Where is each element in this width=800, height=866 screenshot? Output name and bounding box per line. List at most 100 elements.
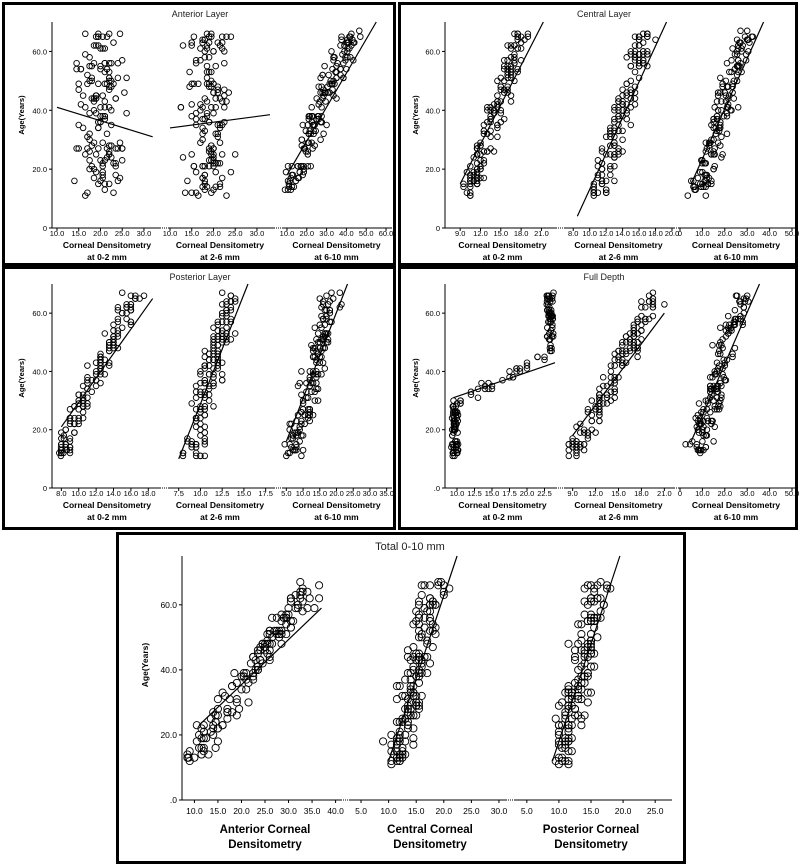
data-point (88, 95, 96, 102)
data-point (709, 374, 716, 381)
data-point (285, 180, 293, 188)
data-point (197, 45, 204, 52)
data-point (201, 379, 209, 387)
data-point (218, 721, 227, 730)
data-point (123, 304, 130, 311)
data-point (114, 74, 122, 82)
data-point (467, 388, 475, 396)
data-point (231, 151, 239, 158)
data-point (550, 289, 557, 296)
data-point (88, 62, 96, 70)
data-point (420, 581, 429, 590)
data-point (731, 306, 739, 314)
data-point (313, 379, 320, 387)
data-point (423, 669, 432, 678)
y-tick-label: 20.0 (425, 426, 440, 435)
data-point (112, 95, 119, 102)
data-point (204, 750, 213, 759)
data-point (212, 183, 219, 191)
data-point (395, 730, 404, 739)
data-point (642, 315, 649, 323)
x-tick-label: 21.0 (534, 229, 549, 238)
data-point (703, 145, 711, 152)
data-point (457, 400, 464, 407)
data-point (218, 309, 226, 317)
data-point (214, 321, 222, 329)
y-tick-label: .0 (434, 484, 440, 493)
data-point (570, 656, 580, 665)
data-point (409, 740, 418, 749)
data-point (474, 385, 482, 393)
data-point (88, 74, 96, 82)
data-point (564, 727, 573, 736)
data-point (75, 121, 82, 129)
data-point (205, 68, 213, 76)
x-tick-label: 25.0 (115, 229, 130, 238)
data-point (188, 80, 195, 88)
data-point (210, 382, 217, 390)
data-point (412, 607, 421, 616)
data-point (561, 734, 570, 743)
data-point (731, 315, 739, 323)
data-point (428, 597, 437, 606)
x-tick-label: 20.0 (717, 489, 732, 498)
fit-line (576, 21, 668, 217)
data-point (723, 59, 731, 67)
data-point (323, 292, 330, 299)
data-point (497, 83, 505, 90)
data-point (409, 682, 418, 691)
data-point (185, 756, 194, 766)
data-point (580, 678, 589, 687)
x-tick-label: 12.0 (89, 489, 104, 498)
data-point (497, 74, 505, 82)
data-point (728, 324, 735, 331)
data-point (598, 145, 606, 152)
data-point (199, 36, 206, 43)
data-point (177, 104, 185, 111)
data-point (727, 107, 734, 114)
data-point (436, 577, 446, 587)
data-point (127, 318, 135, 326)
data-point (260, 639, 270, 648)
data-point (299, 406, 307, 413)
data-point (190, 33, 198, 40)
data-point (231, 330, 239, 337)
data-point (398, 714, 407, 723)
data-point (634, 353, 641, 361)
data-point (454, 446, 461, 454)
data-point (73, 145, 80, 152)
data-point (506, 368, 513, 375)
data-point (615, 356, 622, 364)
data-point (319, 71, 326, 79)
x-tick-label: 50.0 (785, 229, 800, 238)
data-point (188, 189, 195, 196)
data-point (205, 356, 213, 364)
fit-line (285, 283, 349, 442)
data-point (478, 379, 485, 387)
data-point (627, 48, 635, 55)
data-point (95, 80, 102, 88)
data-point (223, 309, 230, 317)
fit-line (56, 106, 153, 138)
data-point (199, 39, 206, 46)
x-tick-label: 17.5 (258, 489, 273, 498)
data-point (718, 382, 725, 390)
data-point (700, 408, 707, 416)
data-point (337, 65, 344, 73)
data-point (296, 379, 303, 387)
data-point (611, 388, 618, 396)
data-point (190, 80, 198, 88)
data-point (693, 443, 701, 451)
x-axis-label: at 2-6 mm (200, 512, 240, 522)
x-tick-label: 10.0 (450, 489, 465, 498)
data-point (330, 54, 337, 61)
y-axis-label: Age(Years) (17, 358, 26, 398)
data-point (210, 160, 217, 167)
data-point (197, 139, 204, 146)
x-tick-label: 20.0 (717, 229, 732, 238)
data-point (588, 426, 596, 433)
data-point (454, 429, 461, 436)
data-point (504, 42, 511, 49)
data-point (514, 30, 521, 38)
data-point (346, 33, 353, 40)
